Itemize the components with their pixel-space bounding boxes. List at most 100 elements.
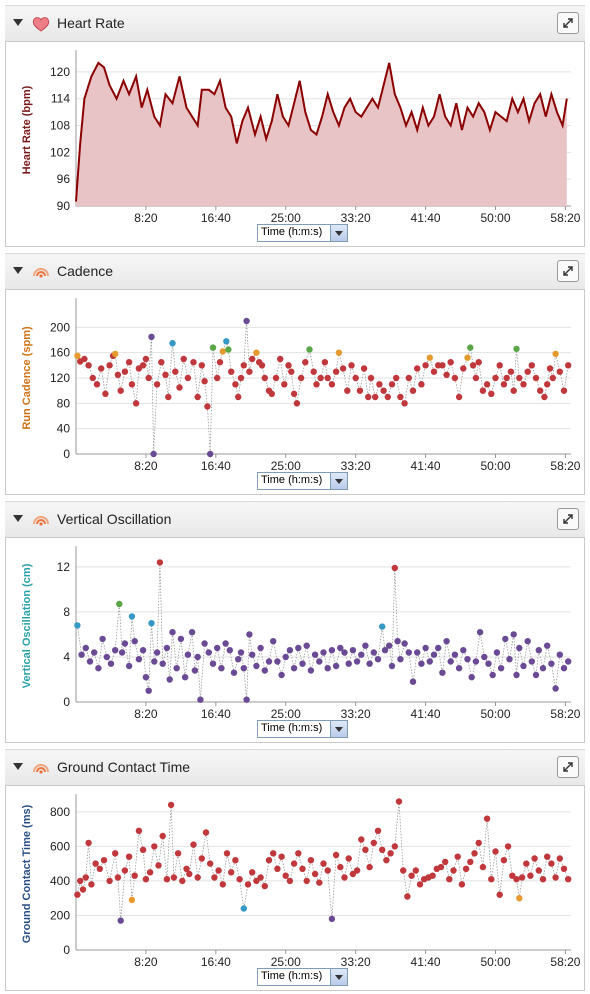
collapse-triangle-icon[interactable] — [13, 515, 23, 522]
y-tick-label: 12 — [57, 560, 71, 574]
chevron-down-icon[interactable] — [330, 473, 347, 489]
data-point — [268, 390, 275, 397]
data-point — [174, 850, 182, 857]
data-point — [125, 662, 133, 670]
data-point — [128, 381, 136, 388]
data-point — [209, 344, 217, 351]
collapse-triangle-icon[interactable] — [13, 19, 23, 26]
data-point — [507, 368, 515, 375]
data-point — [265, 857, 273, 864]
y-tick-label: 4 — [63, 650, 70, 664]
data-point — [328, 381, 336, 388]
data-point — [151, 843, 158, 850]
x-tick-label: 8:20 — [134, 211, 158, 225]
data-point — [142, 876, 150, 883]
x-tick-label: 41:40 — [411, 707, 441, 721]
data-point — [469, 362, 477, 369]
data-point — [270, 638, 277, 645]
section-header[interactable]: Cadence — [5, 253, 585, 290]
collapse-triangle-icon[interactable] — [13, 763, 23, 770]
data-point — [502, 635, 509, 643]
data-point — [464, 656, 471, 663]
x-tick-label: 8:20 — [134, 955, 158, 969]
data-point — [506, 656, 513, 663]
y-tick-label: 200 — [50, 320, 70, 334]
data-point — [307, 667, 315, 674]
section-header[interactable]: Ground Contact Time — [5, 749, 585, 786]
data-point — [307, 857, 315, 864]
data-point — [446, 876, 453, 883]
x-tick-label: 33:20 — [341, 459, 371, 473]
data-point — [117, 917, 124, 924]
data-point — [366, 660, 373, 667]
data-point — [169, 340, 176, 347]
expand-icon[interactable] — [557, 260, 579, 282]
expand-icon[interactable] — [557, 12, 579, 34]
data-point — [556, 855, 563, 862]
data-point — [214, 644, 221, 652]
data-point — [483, 381, 491, 388]
data-point — [162, 371, 169, 378]
section-header[interactable]: Vertical Oscillation — [5, 501, 585, 538]
chart-title: Vertical Oscillation — [57, 511, 172, 527]
data-point — [509, 872, 516, 879]
data-point — [539, 876, 547, 883]
expand-icon[interactable] — [557, 508, 579, 530]
data-point — [414, 365, 421, 372]
y-axis-label: Vertical Oscillation (cm) — [21, 563, 33, 688]
x-axis-select-label: Time (h:m:s) — [261, 970, 323, 982]
expand-icon[interactable] — [557, 756, 579, 778]
data-point — [324, 374, 331, 382]
data-point — [155, 862, 162, 869]
x-axis-select[interactable]: Time (h:m:s) — [257, 472, 348, 490]
chevron-down-icon[interactable] — [330, 721, 347, 737]
data-point — [476, 629, 484, 636]
data-point — [216, 359, 224, 366]
data-point — [249, 869, 256, 876]
data-point — [510, 387, 517, 394]
data-point — [142, 674, 150, 681]
data-point — [475, 359, 482, 366]
data-point — [496, 891, 503, 898]
data-point — [167, 801, 175, 809]
data-point — [358, 651, 365, 658]
data-point — [257, 644, 264, 652]
chevron-down-icon[interactable] — [330, 225, 347, 241]
data-point — [349, 870, 357, 878]
data-point — [223, 850, 231, 857]
data-point — [366, 863, 373, 871]
data-point — [379, 623, 386, 630]
data-point — [131, 872, 138, 879]
chart-title: Heart Rate — [57, 15, 125, 31]
data-point — [278, 671, 285, 679]
cadence-chart: 0 40 80 120 160 200 8:20 16:40 25:00 33:20 41:40 50… — [21, 298, 581, 473]
chart-panel: 0 4 8 12 8:20 16:40 25:00 33:20 41:40 50:00 58:20 V… — [5, 537, 585, 743]
data-point — [102, 390, 109, 397]
data-point — [82, 644, 90, 652]
x-axis-select[interactable]: Time (h:m:s) — [257, 968, 348, 986]
data-point — [500, 381, 508, 388]
data-point — [458, 881, 466, 888]
data-point — [191, 667, 199, 674]
data-point — [107, 660, 115, 667]
section-header[interactable]: Heart Rate — [5, 5, 585, 42]
data-point — [374, 827, 382, 834]
collapse-triangle-icon[interactable] — [13, 267, 23, 274]
data-point — [139, 362, 147, 369]
data-point — [324, 867, 331, 874]
data-point — [401, 400, 408, 407]
data-point — [332, 368, 340, 375]
data-point — [527, 872, 534, 879]
x-axis-select[interactable]: Time (h:m:s) — [257, 720, 348, 738]
data-point — [395, 798, 403, 805]
x-tick-label: 8:20 — [134, 459, 158, 473]
data-point — [282, 872, 289, 879]
data-point — [85, 839, 92, 847]
data-point — [320, 860, 327, 867]
x-tick-label: 50:00 — [480, 211, 510, 225]
data-point — [468, 674, 475, 681]
chevron-down-icon[interactable] — [330, 969, 347, 985]
data-point — [353, 658, 361, 665]
data-point — [341, 874, 348, 881]
x-axis-select[interactable]: Time (h:m:s) — [257, 224, 348, 242]
